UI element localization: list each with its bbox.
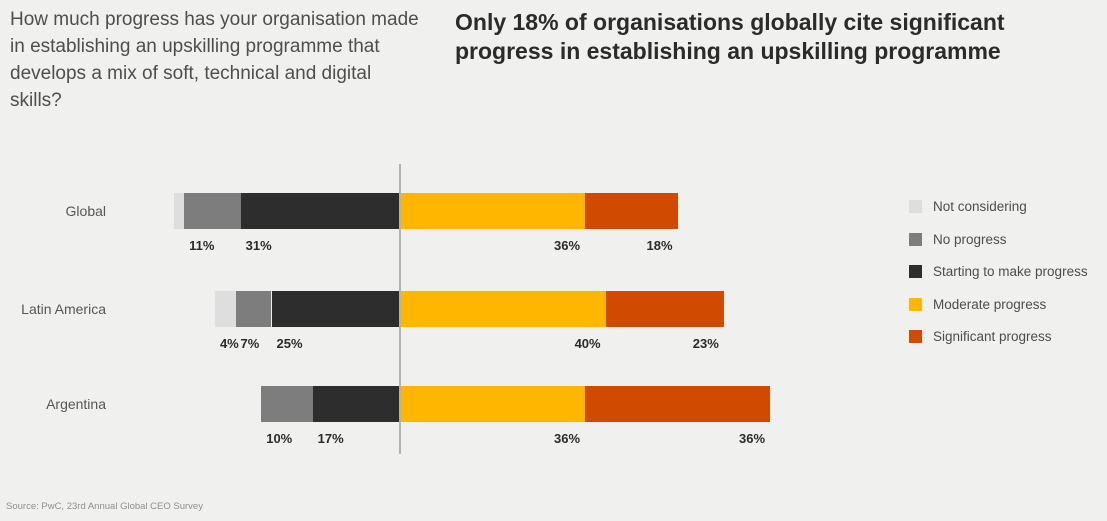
latin-america-starting-to-make-progress-segment: [271, 291, 400, 327]
row-label-global: Global: [65, 203, 106, 219]
latin-america-no-progress-segment: [235, 291, 272, 327]
argentina-no-progress-value: 10%: [266, 431, 293, 446]
argentina-no-progress-segment: [261, 386, 313, 422]
latin-america-starting-to-make-progress-value: 25%: [276, 336, 303, 351]
global-starting-to-make-progress-segment: [240, 193, 400, 229]
legend-item-no-progress: No progress: [909, 232, 1088, 247]
row-label-argentina: Argentina: [46, 396, 106, 412]
chart-baseline: [399, 164, 401, 454]
latin-america-not-considering-segment: [214, 291, 236, 327]
latin-america-moderate-progress-value: 40%: [574, 336, 601, 351]
argentina-moderate-progress-value: 36%: [554, 431, 581, 446]
argentina-moderate-progress-segment: [400, 386, 586, 422]
global-starting-to-make-progress-value: 31%: [245, 238, 272, 253]
legend-item-starting-to-make-progress: Starting to make progress: [909, 264, 1088, 279]
global-no-progress-segment: [184, 193, 241, 229]
argentina-significant-progress-value: 36%: [739, 431, 766, 446]
legend-label: Significant progress: [933, 329, 1052, 344]
legend-item-moderate-progress: Moderate progress: [909, 297, 1088, 312]
argentina-significant-progress-segment: [585, 386, 771, 422]
legend-swatch-starting-to-make-progress: [909, 265, 922, 278]
chart-legend: Not considering No progress Starting to ma…: [909, 199, 1088, 344]
survey-question-text: How much progress has your organisation …: [10, 9, 419, 111]
global-not-considering-segment: [173, 193, 185, 229]
global-no-progress-value: 11%: [189, 238, 215, 253]
chart-title: Only 18% of organisations globally cite …: [455, 9, 1005, 64]
legend-label: No progress: [933, 231, 1007, 247]
latin-america-no-progress-value: 7%: [240, 336, 260, 351]
global-moderate-progress-value: 36%: [554, 238, 581, 253]
row-label-latin-america: Latin America: [21, 301, 106, 317]
latin-america-moderate-progress-segment: [400, 291, 606, 327]
argentina-starting-to-make-progress-value: 17%: [317, 431, 344, 446]
global-moderate-progress-segment: [400, 193, 586, 229]
legend-item-significant-progress: Significant progress: [909, 329, 1088, 344]
global-significant-progress-value: 18%: [646, 238, 673, 253]
legend-swatch-not-considering: [909, 200, 922, 213]
argentina-starting-to-make-progress-segment: [312, 386, 400, 422]
legend-swatch-no-progress: [909, 232, 922, 246]
legend-swatch-moderate-progress: [909, 297, 922, 311]
legend-label: Not considering: [933, 199, 1027, 214]
legend-label: Starting to make progress: [933, 264, 1088, 279]
global-significant-progress-segment: [585, 193, 678, 229]
latin-america-significant-progress-value: 23%: [692, 336, 719, 351]
legend-item-not-considering: Not considering: [909, 199, 1088, 214]
latin-america-significant-progress-segment: [605, 291, 724, 327]
legend-swatch-significant-progress: [909, 330, 922, 343]
source-text: Source: PwC, 23rd Annual Global CEO Surv…: [6, 501, 203, 512]
legend-label: Moderate progress: [933, 296, 1047, 312]
latin-america-not-considering-value: 4%: [219, 336, 239, 351]
